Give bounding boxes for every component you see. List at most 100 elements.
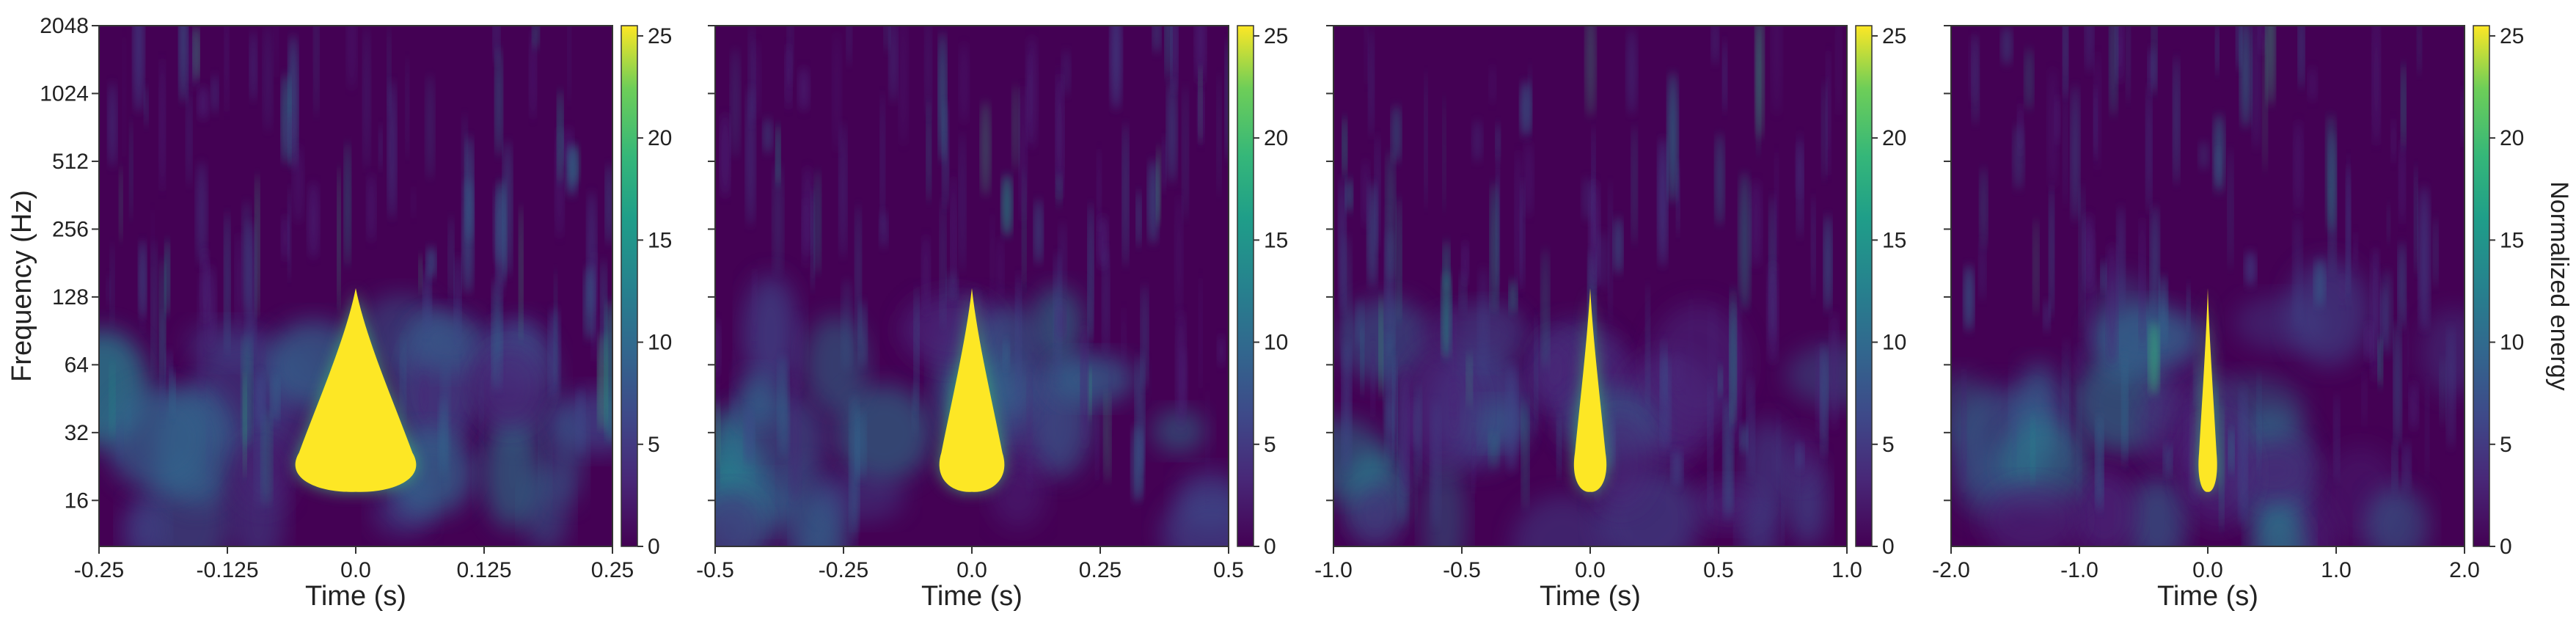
x-tick-label: 0.5	[1703, 558, 1734, 582]
x-tick-label: 0.125	[456, 558, 511, 582]
noise-streak	[1088, 202, 1094, 343]
noise-streak	[2122, 351, 2128, 467]
noise-streak	[2378, 336, 2383, 388]
noise-streak	[166, 349, 172, 383]
noise-streak	[2033, 218, 2039, 316]
noise-streak	[2228, 147, 2233, 270]
noise-patch	[1350, 480, 1400, 546]
noise-streak	[2117, 205, 2125, 314]
noise-streak	[1218, 334, 1225, 367]
noise-streak	[1342, 115, 1347, 178]
noise-streak	[752, 267, 757, 343]
noise-streak	[1740, 422, 1748, 454]
noise-streak	[2346, 165, 2351, 305]
colorbar-tick-label: 25	[2500, 24, 2524, 48]
noise-streak	[2433, 217, 2438, 288]
x-tick-label: 0.25	[1079, 558, 1121, 582]
noise-streak	[308, 181, 319, 260]
colorbar-1: 0 5 10 15 20 25	[621, 24, 672, 559]
noise-streak	[1371, 339, 1375, 419]
noise-streak	[990, 212, 995, 308]
noise-streak	[2401, 62, 2406, 151]
noise-streak	[2148, 46, 2156, 92]
noise-streak	[2414, 164, 2418, 275]
noise-streak	[1442, 95, 1446, 213]
noise-streak	[1471, 420, 1476, 496]
noise-patch	[1740, 509, 1778, 546]
x-axis-ticks: -1.0 -0.5 0.0 0.5 1.0	[1314, 546, 1862, 582]
colorbar-3: 0 5 10 15 20 25	[1855, 24, 1906, 559]
noise-streak	[2079, 183, 2085, 328]
noise-streak	[441, 360, 450, 497]
noise-streak	[605, 163, 612, 246]
noise-streak	[959, 131, 966, 274]
noise-streak	[879, 210, 888, 249]
colorbar-tick-label: 5	[1882, 433, 1895, 457]
noise-streak	[1730, 286, 1736, 428]
noise-patch	[2126, 476, 2188, 546]
x-tick-label: 0.0	[956, 558, 987, 582]
noise-streak	[1056, 172, 1062, 208]
noise-streak	[2048, 67, 2058, 188]
noise-streak	[2126, 26, 2131, 104]
y-tick-label: 128	[52, 285, 89, 310]
noise-streak	[1768, 261, 1778, 365]
colorbar-tick-label: 10	[1882, 331, 1906, 355]
noise-streak	[889, 26, 897, 103]
noise-streak	[188, 28, 198, 90]
noise-patch	[121, 498, 165, 546]
noise-streak	[2394, 321, 2401, 448]
noise-streak	[530, 29, 536, 120]
noise-streak	[880, 91, 885, 232]
y-tick-label: 16	[65, 488, 89, 513]
x-tick-label: 1.0	[2321, 558, 2352, 582]
noise-streak	[1771, 26, 1782, 116]
noise-streak	[1673, 354, 1683, 389]
noise-streak	[1668, 71, 1677, 204]
noise-streak	[2236, 26, 2242, 71]
noise-streak	[1062, 49, 1070, 96]
noise-streak	[914, 285, 919, 412]
noise-streak	[996, 236, 1004, 302]
noise-streak	[1489, 431, 1499, 469]
noise-streak	[347, 26, 356, 90]
colorbar-tick-label: 20	[648, 126, 672, 150]
noise-streak	[940, 197, 946, 331]
noise-streak	[793, 312, 802, 392]
noise-streak	[479, 372, 483, 463]
noise-streak	[2380, 286, 2387, 348]
colorbar-frame	[2473, 25, 2490, 547]
y-tick-label: 256	[52, 217, 89, 241]
noise-streak	[1054, 251, 1061, 381]
colorbar-tick-label: 15	[1882, 228, 1906, 252]
noise-streak	[715, 365, 720, 494]
noise-streak	[568, 26, 571, 106]
noise-streak	[1796, 441, 1804, 471]
colorbar-tick-label: 10	[2500, 331, 2524, 355]
noise-streak	[1356, 298, 1364, 347]
noise-streak	[1080, 324, 1088, 450]
noise-streak	[1829, 311, 1839, 431]
noise-streak	[2085, 26, 2093, 73]
panel-2: -0.5 -0.25 0.0 0.25 0.5 Time (s) 0 5 10 15 20 25	[696, 24, 1288, 612]
noise-streak	[164, 238, 170, 317]
noise-streak	[1058, 221, 1066, 299]
noise-streak	[1003, 338, 1009, 371]
noise-streak	[899, 26, 907, 147]
noise-streak	[1490, 180, 1499, 315]
noise-streak	[1102, 246, 1109, 355]
noise-streak	[715, 318, 720, 376]
noise-streak	[732, 348, 736, 396]
colorbar-frame	[621, 25, 638, 547]
colorbar-tick-label: 5	[2500, 433, 2512, 457]
noise-streak	[1020, 84, 1027, 223]
noise-streak	[198, 85, 208, 120]
noise-streak	[1162, 135, 1166, 194]
noise-streak	[495, 46, 502, 157]
noise-streak	[2334, 393, 2340, 483]
noise-patch	[1982, 482, 2082, 546]
noise-streak	[1676, 160, 1680, 237]
noise-streak	[2314, 257, 2325, 308]
noise-streak	[201, 249, 209, 323]
noise-streak	[1510, 279, 1517, 314]
